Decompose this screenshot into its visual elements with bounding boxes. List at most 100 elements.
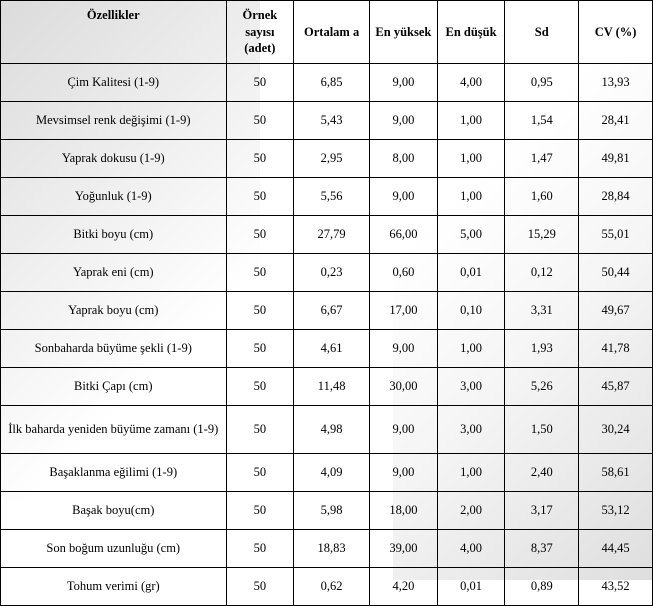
cell-max: 9,00 [370,64,438,102]
cell-feature: Yoğunluk (1-9) [1,178,227,216]
cell-mean: 0,23 [294,254,370,292]
cell-cv: 58,61 [579,454,653,492]
cell-min: 0,01 [437,568,505,606]
cell-sd: 8,37 [505,530,579,568]
cell-mean: 6,67 [294,292,370,330]
cell-n: 50 [226,216,294,254]
cell-cv: 53,12 [579,492,653,530]
cell-cv: 44,45 [579,530,653,568]
cell-sd: 15,29 [505,216,579,254]
cell-cv: 28,41 [579,102,653,140]
table-row: Başaklanma eğilimi (1-9)504,099,001,002,… [1,454,653,492]
header-min: En düşük [437,1,505,64]
cell-max: 17,00 [370,292,438,330]
cell-sd: 5,26 [505,368,579,406]
cell-cv: 13,93 [579,64,653,102]
cell-mean: 18,83 [294,530,370,568]
cell-sd: 0,95 [505,64,579,102]
cell-sd: 3,17 [505,492,579,530]
table-row: Tohum verimi (gr)500,624,200,010,8943,52 [1,568,653,606]
cell-max: 9,00 [370,330,438,368]
cell-mean: 4,09 [294,454,370,492]
cell-n: 50 [226,292,294,330]
cell-sd: 1,93 [505,330,579,368]
table-row: Mevsimsel renk değişimi (1-9)505,439,001… [1,102,653,140]
cell-sd: 1,54 [505,102,579,140]
header-n: Örnek sayısı (adet) [226,1,294,64]
cell-sd: 3,31 [505,292,579,330]
table-row: Yoğunluk (1-9)505,569,001,001,6028,84 [1,178,653,216]
cell-cv: 30,24 [579,406,653,454]
cell-min: 4,00 [437,64,505,102]
cell-feature: Yaprak dokusu (1-9) [1,140,227,178]
cell-max: 9,00 [370,454,438,492]
cell-mean: 27,79 [294,216,370,254]
cell-sd: 1,50 [505,406,579,454]
cell-feature: Sonbaharda büyüme şekli (1-9) [1,330,227,368]
cell-mean: 11,48 [294,368,370,406]
cell-min: 1,00 [437,178,505,216]
cell-max: 4,20 [370,568,438,606]
cell-n: 50 [226,254,294,292]
cell-cv: 45,87 [579,368,653,406]
cell-feature: İlk baharda yeniden büyüme zamanı (1-9) [1,406,227,454]
cell-n: 50 [226,64,294,102]
cell-n: 50 [226,140,294,178]
cell-sd: 2,40 [505,454,579,492]
header-sd: Sd [505,1,579,64]
table-row: İlk baharda yeniden büyüme zamanı (1-9)5… [1,406,653,454]
cell-n: 50 [226,492,294,530]
cell-mean: 2,95 [294,140,370,178]
cell-feature: Mevsimsel renk değişimi (1-9) [1,102,227,140]
cell-n: 50 [226,454,294,492]
cell-n: 50 [226,102,294,140]
cell-feature: Çim Kalitesi (1-9) [1,64,227,102]
cell-mean: 4,61 [294,330,370,368]
cell-min: 1,00 [437,454,505,492]
header-mean: Ortalam a [294,1,370,64]
cell-feature: Yaprak boyu (cm) [1,292,227,330]
cell-min: 0,01 [437,254,505,292]
cell-n: 50 [226,406,294,454]
cell-min: 3,00 [437,368,505,406]
cell-mean: 5,56 [294,178,370,216]
cell-min: 1,00 [437,140,505,178]
cell-sd: 1,47 [505,140,579,178]
cell-min: 5,00 [437,216,505,254]
cell-n: 50 [226,530,294,568]
cell-n: 50 [226,368,294,406]
cell-min: 4,00 [437,530,505,568]
cell-mean: 5,43 [294,102,370,140]
cell-mean: 4,98 [294,406,370,454]
cell-min: 3,00 [437,406,505,454]
cell-max: 39,00 [370,530,438,568]
table-row: Bitki boyu (cm)5027,7966,005,0015,2955,0… [1,216,653,254]
cell-feature: Başaklanma eğilimi (1-9) [1,454,227,492]
table-header-row: Özellikler Örnek sayısı (adet) Ortalam a… [1,1,653,64]
table-row: Sonbaharda büyüme şekli (1-9)504,619,001… [1,330,653,368]
cell-cv: 49,67 [579,292,653,330]
cell-max: 9,00 [370,178,438,216]
table-row: Son boğum uzunluğu (cm)5018,8339,004,008… [1,530,653,568]
cell-cv: 55,01 [579,216,653,254]
cell-cv: 49,81 [579,140,653,178]
cell-sd: 1,60 [505,178,579,216]
cell-min: 1,00 [437,102,505,140]
cell-cv: 28,84 [579,178,653,216]
stats-table: Özellikler Örnek sayısı (adet) Ortalam a… [0,0,653,606]
cell-max: 0,60 [370,254,438,292]
cell-cv: 43,52 [579,568,653,606]
cell-mean: 0,62 [294,568,370,606]
cell-sd: 0,89 [505,568,579,606]
cell-feature: Yaprak eni (cm) [1,254,227,292]
table-row: Çim Kalitesi (1-9)506,859,004,000,9513,9… [1,64,653,102]
cell-cv: 50,44 [579,254,653,292]
cell-n: 50 [226,178,294,216]
header-feature: Özellikler [1,1,227,64]
table-row: Başak boyu(cm)505,9818,002,003,1753,12 [1,492,653,530]
table-row: Yaprak dokusu (1-9)502,958,001,001,4749,… [1,140,653,178]
cell-max: 66,00 [370,216,438,254]
cell-max: 8,00 [370,140,438,178]
cell-min: 0,10 [437,292,505,330]
cell-max: 9,00 [370,102,438,140]
